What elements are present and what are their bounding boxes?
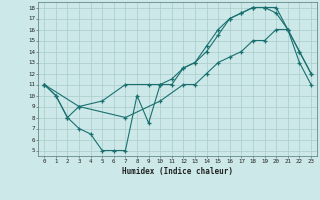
X-axis label: Humidex (Indice chaleur): Humidex (Indice chaleur) bbox=[122, 167, 233, 176]
